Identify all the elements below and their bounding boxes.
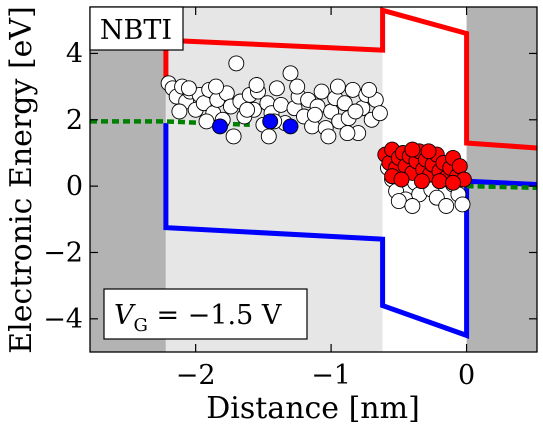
trap-point (329, 78, 346, 95)
y-tick-label: −4 (43, 304, 83, 335)
trap-point (413, 173, 430, 190)
trap-point (239, 101, 256, 118)
trap-point (320, 128, 337, 145)
trap-point (228, 55, 245, 72)
x-axis-title: Distance [nm] (206, 391, 420, 426)
trap-point (225, 128, 242, 145)
trap-point (198, 113, 215, 130)
trap-point (431, 173, 448, 190)
x-tick-label: 0 (458, 360, 475, 391)
trap-point (313, 83, 330, 100)
trap-point (445, 174, 461, 191)
trap-point (180, 80, 197, 97)
bias-badge: VG = −1.5 V (103, 288, 308, 340)
plot-frame (89, 6, 538, 353)
tag-label: NBTI (100, 15, 172, 46)
bias-label: VG = −1.5 V (114, 300, 282, 336)
y-axis-title: Electronic Energy [eV] (4, 6, 39, 354)
y-tick-label: −2 (43, 237, 83, 268)
trap-point (212, 118, 228, 135)
trap-point (404, 198, 421, 214)
y-tick-label: 2 (66, 105, 83, 136)
trap-point (420, 143, 437, 160)
trap-point (248, 77, 265, 93)
trap-point (282, 118, 299, 135)
trap-point (344, 81, 361, 98)
trap-point (371, 105, 388, 122)
bias-subscript: G (134, 315, 148, 336)
fermi-level-right (466, 183, 537, 191)
trap-point (273, 96, 289, 113)
trap-point (438, 198, 455, 214)
trap-point (390, 193, 407, 210)
trap-markers (160, 55, 472, 214)
axis-ticks: −2 −1 0 −4 −2 0 2 4 (43, 7, 537, 391)
trap-point (289, 78, 306, 95)
x-tick-label: −2 (176, 360, 216, 391)
trap-point (339, 125, 356, 142)
y-tick-label: 0 (66, 171, 83, 202)
trap-point (451, 158, 468, 175)
trap-point (208, 78, 224, 95)
trap-point (393, 171, 410, 188)
trap-point (260, 128, 277, 145)
bias-symbol: V (114, 300, 136, 331)
trap-point (171, 103, 188, 120)
trap-point (268, 80, 285, 97)
trap-point (404, 141, 421, 158)
trap-point (262, 113, 279, 130)
tag-badge-box (89, 6, 184, 51)
trap-point (361, 81, 377, 98)
y-tick-label: 4 (66, 38, 83, 69)
bias-badge-box (103, 288, 308, 340)
fermi-level-left (90, 119, 250, 128)
trap-point (306, 106, 323, 123)
bias-value: = −1.5 V (148, 300, 282, 331)
trap-point (347, 103, 364, 120)
trap-point (336, 95, 353, 112)
trap-point (282, 65, 299, 82)
x-tick-label: −1 (311, 360, 351, 391)
trap-point (454, 196, 471, 213)
tag-badge: NBTI (89, 6, 184, 51)
